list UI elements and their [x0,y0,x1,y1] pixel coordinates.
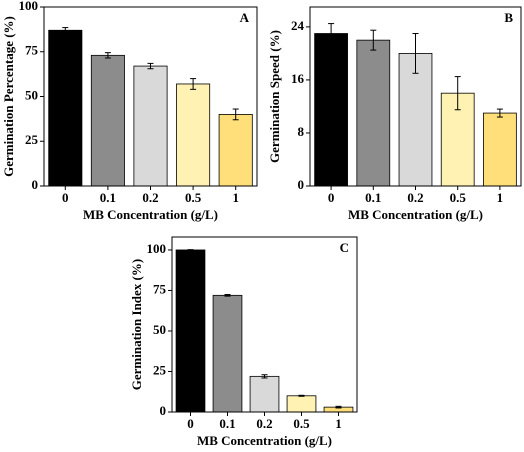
error-bar [190,78,197,90]
bar [90,54,125,187]
error-bar [496,108,503,118]
x-axis-title: MB Concentration (g/L) [83,207,218,222]
error-bar [335,405,342,409]
error-bar [224,294,231,297]
x-tick-label: 1 [335,416,342,431]
x-tick-label: 0 [62,190,69,205]
y-tick-label: 24 [291,18,305,33]
plot-frame [171,236,358,413]
y-tick-label: 75 [153,281,167,296]
x-tick-label: 0.5 [293,416,310,431]
y-tick-label: 0 [298,177,305,192]
panel-label: B [504,10,513,25]
y-tick-label: 25 [153,362,167,377]
bar [249,375,280,413]
y-tick-label: 0 [32,177,39,192]
bar [314,33,348,187]
panel-label: A [240,10,250,25]
y-tick-label: 0 [160,403,167,418]
y-tick-label: 50 [25,87,38,102]
y-tick-label: 50 [153,322,166,337]
error-bar [104,52,111,59]
error-bar [454,76,461,111]
error-bar [298,394,305,397]
x-tick-label: 0 [187,416,194,431]
error-bar [232,108,239,121]
y-tick-label: 75 [25,43,39,58]
bar [398,53,433,187]
x-tick-label: 1 [232,190,239,205]
x-axis-title: MB Concentration (g/L) [348,207,483,222]
y-axis-title: Germination Speed (%) [267,30,282,163]
y-tick-label: 16 [291,71,305,86]
x-axis-title: MB Concentration (g/L) [197,433,332,448]
bar [218,114,253,187]
panel-label: C [340,240,349,255]
x-tick-label: 0.1 [100,190,116,205]
y-axis-title: Germination Index (%) [129,259,144,390]
bar [48,29,83,187]
bar [356,39,391,187]
error-bar [370,29,377,51]
y-tick-label: 25 [25,132,39,147]
error-bar [261,374,268,379]
error-bar [62,27,69,34]
error-bar [412,33,419,74]
x-tick-label: 0.5 [450,190,467,205]
x-tick-label: 0.2 [256,416,272,431]
x-tick-label: 0 [328,190,335,205]
x-tick-label: 0.2 [407,190,423,205]
x-tick-label: 0.5 [185,190,202,205]
plot-frame [309,6,522,187]
y-tick-label: 100 [19,0,39,13]
y-axis-title: Germination Percentage (%) [1,16,16,177]
bar [176,83,211,187]
bar [175,249,206,413]
x-tick-label: 1 [497,190,504,205]
y-tick-label: 100 [147,241,167,256]
error-bar [328,23,335,44]
plot-frame [43,6,258,187]
error-bar [147,62,154,70]
bar [212,294,243,413]
bar [286,395,317,413]
bar [133,65,168,187]
x-tick-label: 0.1 [365,190,381,205]
y-tick-label: 8 [298,124,305,139]
x-tick-label: 0.1 [219,416,235,431]
error-bar [187,249,194,251]
x-tick-label: 0.2 [142,190,158,205]
bar [483,112,517,187]
